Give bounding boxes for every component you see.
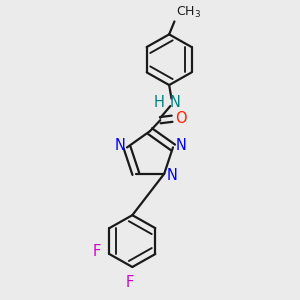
Text: O: O: [175, 111, 187, 126]
Text: N: N: [175, 139, 186, 154]
Text: H: H: [154, 94, 165, 110]
Text: F: F: [93, 244, 101, 259]
Text: N: N: [169, 94, 180, 110]
Text: N: N: [167, 168, 177, 183]
Text: CH$_3$: CH$_3$: [176, 5, 201, 20]
Text: N: N: [114, 139, 125, 154]
Text: F: F: [125, 275, 134, 290]
